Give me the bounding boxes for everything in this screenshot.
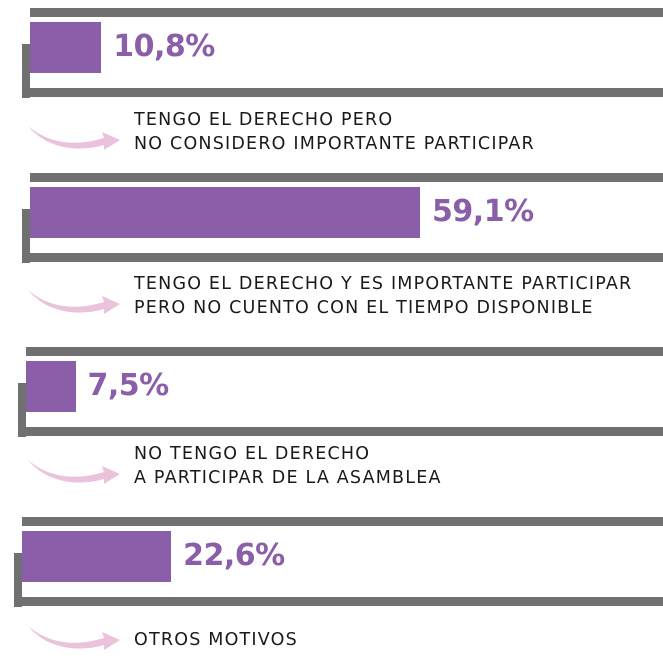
bar <box>26 361 76 412</box>
frame-top <box>30 173 663 182</box>
frame-left <box>14 553 22 607</box>
value-label: 59,1% <box>432 194 534 229</box>
bar <box>22 531 172 582</box>
category-label: NO TENGO EL DERECHO A PARTICIPAR DE LA A… <box>134 444 442 488</box>
bar <box>30 22 102 73</box>
value-label: 22,6% <box>183 538 285 573</box>
category-label: TENGO EL DERECHO Y ES IMPORTANTE PARTICI… <box>134 274 633 318</box>
arrow <box>28 290 120 314</box>
frame-top <box>26 347 663 356</box>
category-label: OTROS MOTIVOS <box>134 630 298 650</box>
category-label: TENGO EL DERECHO PERO NO CONSIDERO IMPOR… <box>134 110 535 154</box>
frame-bottom <box>22 253 663 262</box>
frame-bottom <box>14 597 663 606</box>
frame-left <box>18 383 26 437</box>
arrow <box>28 126 120 150</box>
frame-bottom <box>22 88 663 97</box>
frame-bottom <box>18 427 663 436</box>
value-label: 7,5% <box>87 368 170 403</box>
frame-top <box>30 8 663 17</box>
arrow <box>28 460 120 484</box>
frame-left <box>22 44 30 98</box>
frame-top <box>22 517 663 526</box>
arrow <box>28 626 120 650</box>
frame-left <box>22 209 30 263</box>
bar <box>30 187 421 238</box>
value-label: 10,8% <box>113 29 215 64</box>
